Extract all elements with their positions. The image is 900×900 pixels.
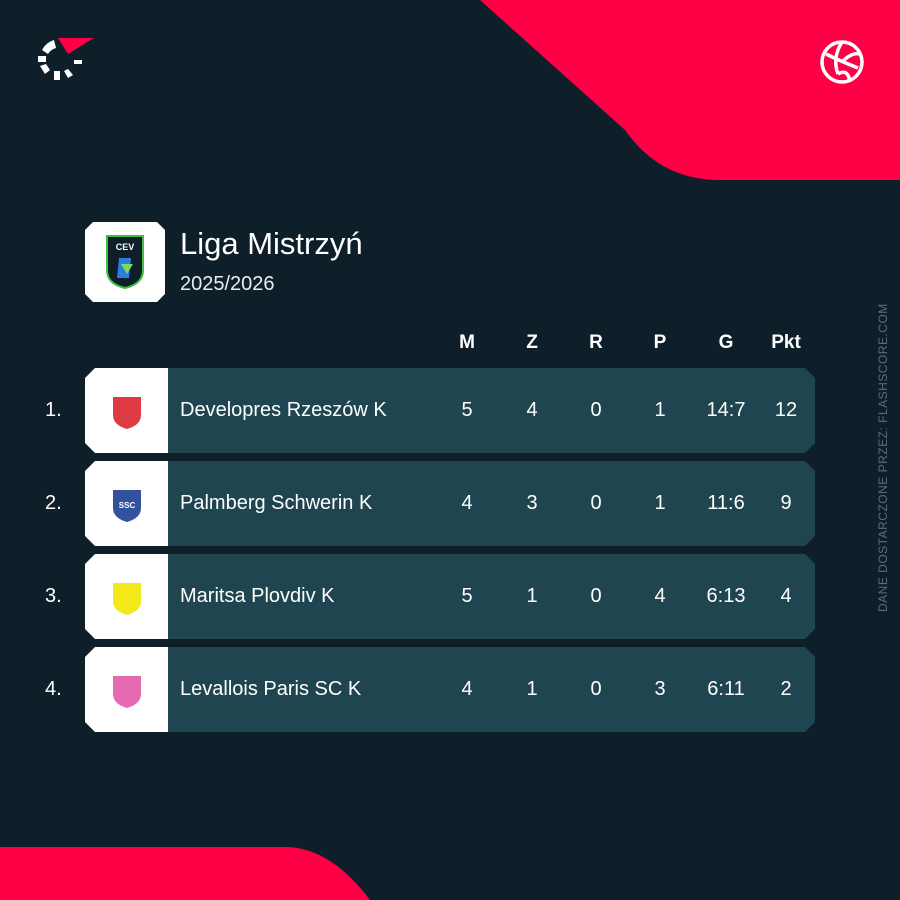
column-header-pkt: Pkt [771, 332, 801, 353]
row-background [168, 461, 815, 546]
stat-r: 0 [590, 585, 602, 607]
stat-m: 5 [461, 585, 473, 607]
stat-p: 1 [654, 492, 666, 514]
stat-pkt: 12 [774, 399, 798, 421]
stat-r: 0 [590, 678, 602, 700]
table-row[interactable]: 1. Developres Rzeszów K 5 4 0 1 14:7 12 [45, 368, 815, 453]
team-logo [85, 647, 168, 732]
rank: 4. [45, 678, 62, 700]
stat-g: 6:13 [706, 585, 746, 607]
stat-pkt: 9 [780, 492, 792, 514]
league-title: Liga Mistrzyń [180, 226, 363, 261]
stat-r: 0 [590, 399, 602, 421]
team-name[interactable]: Maritsa Plovdiv K [180, 585, 335, 607]
column-header-p: P [653, 332, 667, 353]
table-row[interactable]: 4. Levallois Paris SC K 4 1 0 3 6:11 2 [45, 647, 815, 732]
column-header-g: G [718, 332, 734, 353]
stat-m: 4 [461, 678, 473, 700]
stat-p: 4 [654, 585, 666, 607]
stat-z: 1 [526, 585, 538, 607]
rank: 2. [45, 492, 62, 514]
league-logo: CEV [85, 222, 165, 302]
column-header-m: M [459, 332, 475, 353]
flashscore-logo-icon [38, 38, 94, 80]
team-logo: SSC [85, 461, 168, 546]
stat-z: 3 [526, 492, 538, 514]
column-header-r: R [589, 332, 603, 353]
stat-z: 1 [526, 678, 538, 700]
team-name[interactable]: Palmberg Schwerin K [180, 492, 373, 514]
stat-pkt: 2 [780, 678, 792, 700]
column-header-z: Z [526, 332, 538, 353]
team-name[interactable]: Developres Rzeszów K [180, 399, 387, 421]
attribution: DANE DOSTARCZONE PRZEZ: FLASHSCORE.COM [876, 303, 890, 612]
league-logo-text: CEV [116, 242, 135, 252]
volleyball-icon [820, 40, 864, 84]
team-logo [85, 554, 168, 639]
stat-g: 14:7 [706, 399, 746, 421]
stat-g: 6:11 [707, 678, 745, 700]
rank: 1. [45, 399, 62, 421]
stat-m: 4 [461, 492, 473, 514]
row-background [168, 647, 815, 732]
stat-p: 1 [654, 399, 666, 421]
stat-p: 3 [654, 678, 666, 700]
league-season: 2025/2026 [180, 273, 275, 295]
rank: 3. [45, 585, 62, 607]
table-row[interactable]: 3. Maritsa Plovdiv K 5 1 0 4 6:13 4 [45, 554, 815, 639]
stat-z: 4 [526, 399, 538, 421]
row-background [168, 554, 815, 639]
stat-pkt: 4 [780, 585, 792, 607]
table-row[interactable]: 2. SSC Palmberg Schwerin K 4 3 0 1 11:6 9 [45, 461, 815, 546]
stat-m: 5 [461, 399, 473, 421]
team-logo [85, 368, 168, 453]
stat-g: 11:6 [707, 492, 745, 514]
svg-text:SSC: SSC [118, 501, 135, 510]
row-background [168, 368, 815, 453]
stat-r: 0 [590, 492, 602, 514]
team-name[interactable]: Levallois Paris SC K [180, 678, 362, 700]
